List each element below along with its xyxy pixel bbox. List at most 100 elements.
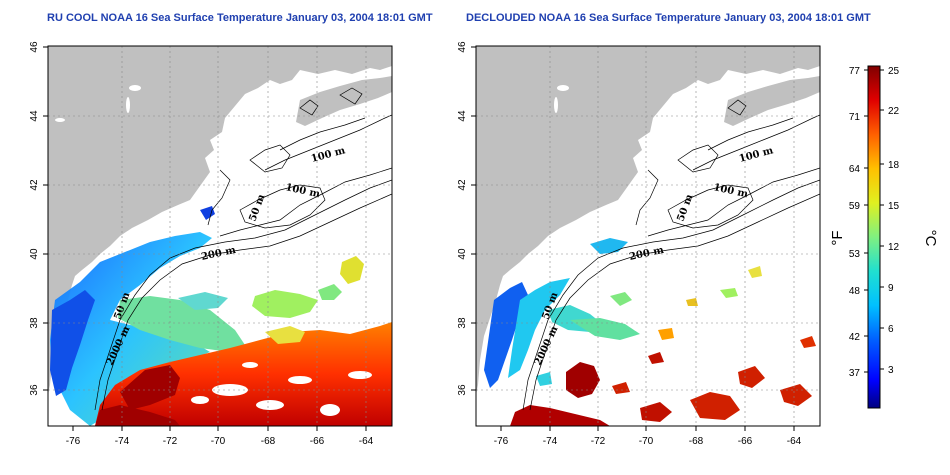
left-map-frame (47, 45, 393, 427)
lon-tick-label: -76 (66, 436, 81, 447)
sst-warm-patch (738, 366, 765, 388)
lake (554, 97, 558, 113)
colorbar-f-tick: 59 (849, 201, 861, 212)
sst-warm-patch (648, 352, 664, 364)
lon-tick-label: -74 (543, 436, 558, 447)
sst-warm-patch (612, 382, 630, 394)
lat-tick-label: 36 (457, 384, 468, 396)
lake (126, 97, 130, 113)
sst-patch (252, 290, 318, 318)
colorbar: 77 71 64 59 53 48 42 37 25 22 18 15 12 9… (829, 65, 939, 409)
lon-tick-label: -72 (163, 436, 178, 447)
right-map-content: 100 m 100 m 50 m 200 m 50 m 2000 m (476, 46, 820, 426)
colorbar-c-tick: 6 (888, 324, 894, 335)
bathymetry-contours (94, 87, 392, 411)
colorbar-c-tick: 3 (888, 365, 894, 376)
cloud-speckles (191, 362, 372, 416)
lon-tick-label: -74 (115, 436, 130, 447)
lon-tick-label: -64 (787, 436, 802, 447)
colorbar-f-tick: 77 (849, 66, 861, 77)
colorbar-f-tick: 42 (849, 332, 861, 343)
sst-patch (658, 328, 674, 340)
colorbar-f-tick: 48 (849, 286, 861, 297)
colorbar-c-tick: 9 (888, 283, 894, 294)
lat-tick-label: 38 (457, 317, 468, 329)
sst-warm-patch (690, 392, 740, 420)
sst-patch (748, 266, 762, 278)
lon-tick-label: -72 (591, 436, 606, 447)
lon-tick-label: -70 (211, 436, 226, 447)
lon-tick-label: -68 (689, 436, 704, 447)
colorbar-f-tick: 53 (849, 249, 861, 260)
left-axis-ticks (43, 46, 367, 431)
sst-patch (536, 372, 552, 386)
sst-hot-core (95, 405, 180, 426)
right-map-title: DECLOUDED NOAA 16 Sea Surface Temperatur… (466, 12, 871, 24)
lat-tick-label: 38 (29, 317, 40, 329)
left-map-content: 100 m 100 m 50 m 200 m 50 m 2000 m (48, 46, 392, 426)
sst-patch (720, 288, 738, 298)
lon-tick-label: -66 (310, 436, 325, 447)
lat-tick-label: 40 (29, 248, 40, 260)
right-map-frame (475, 45, 821, 427)
right-axis-ticks (471, 46, 795, 431)
lake (129, 85, 141, 91)
lake (55, 118, 65, 122)
sst-patch (340, 256, 364, 284)
colorbar-c-tick: 12 (888, 242, 900, 253)
lat-tick-label: 46 (29, 41, 40, 53)
sst-hot-core (120, 365, 180, 410)
sst-cool-coastal (50, 232, 212, 426)
sst-patch (686, 298, 698, 306)
sst-hot-core (566, 362, 600, 398)
sst-patch (590, 238, 628, 254)
lon-tick-label: -70 (639, 436, 654, 447)
sst-warm-patch (780, 384, 812, 406)
sst-patch (265, 326, 305, 344)
sst-hot-core (510, 405, 610, 426)
lat-tick-label: 40 (457, 248, 468, 260)
contour-label-50m: 50 m (247, 193, 267, 223)
lake (557, 85, 569, 91)
lat-tick-label: 36 (29, 384, 40, 396)
land-nova-scotia (724, 76, 820, 126)
colorbar-c-tick: 25 (888, 66, 900, 77)
colorbar-c-tick: 22 (888, 106, 900, 117)
fahrenheit-unit-label: °F (829, 230, 846, 245)
colorbar-f-tick: 37 (849, 368, 861, 379)
sst-patch (570, 318, 640, 340)
land-mass (48, 46, 392, 395)
sst-warm-patch (800, 336, 816, 348)
lat-tick-label: 42 (457, 179, 468, 191)
sst-cold-inshore (50, 290, 95, 396)
sst-cold-inshore (484, 282, 528, 388)
sst-patch (178, 292, 228, 310)
lat-lon-grid (48, 46, 392, 426)
contour-label-50m: 50 m (675, 193, 695, 223)
lon-tick-label: -76 (494, 436, 509, 447)
celsius-unit-label: °C (922, 230, 939, 247)
left-map-title: RU COOL NOAA 16 Sea Surface Temperature … (47, 12, 433, 24)
sst-patch (610, 292, 632, 306)
colorbar-f-tick: 64 (849, 164, 861, 175)
sst-mid-band (118, 296, 245, 352)
sst-cool-coastal (508, 278, 570, 378)
left-map-panel: 100 m 100 m 50 m 200 m 50 m 2000 m (29, 41, 393, 447)
sst-patch (200, 206, 215, 220)
right-map-panel: 100 m 100 m 50 m 200 m 50 m 2000 m (457, 41, 821, 447)
colorbar-ticks (864, 69, 884, 373)
lat-lon-grid (476, 46, 820, 426)
lat-tick-label: 42 (29, 179, 40, 191)
sst-patch (318, 284, 342, 300)
colorbar-f-tick: 71 (849, 112, 861, 123)
contour-label-2000m: 2000 m (533, 324, 561, 367)
colorbar-gradient (867, 65, 881, 409)
sst-warm-gulf-stream (95, 322, 392, 426)
bathymetry-contours (522, 99, 820, 411)
lon-tick-label: -64 (359, 436, 374, 447)
sst-warm-patch (640, 402, 672, 422)
lat-tick-label: 46 (457, 41, 468, 53)
land-nova-scotia (296, 76, 392, 126)
lat-tick-label: 44 (457, 110, 468, 122)
